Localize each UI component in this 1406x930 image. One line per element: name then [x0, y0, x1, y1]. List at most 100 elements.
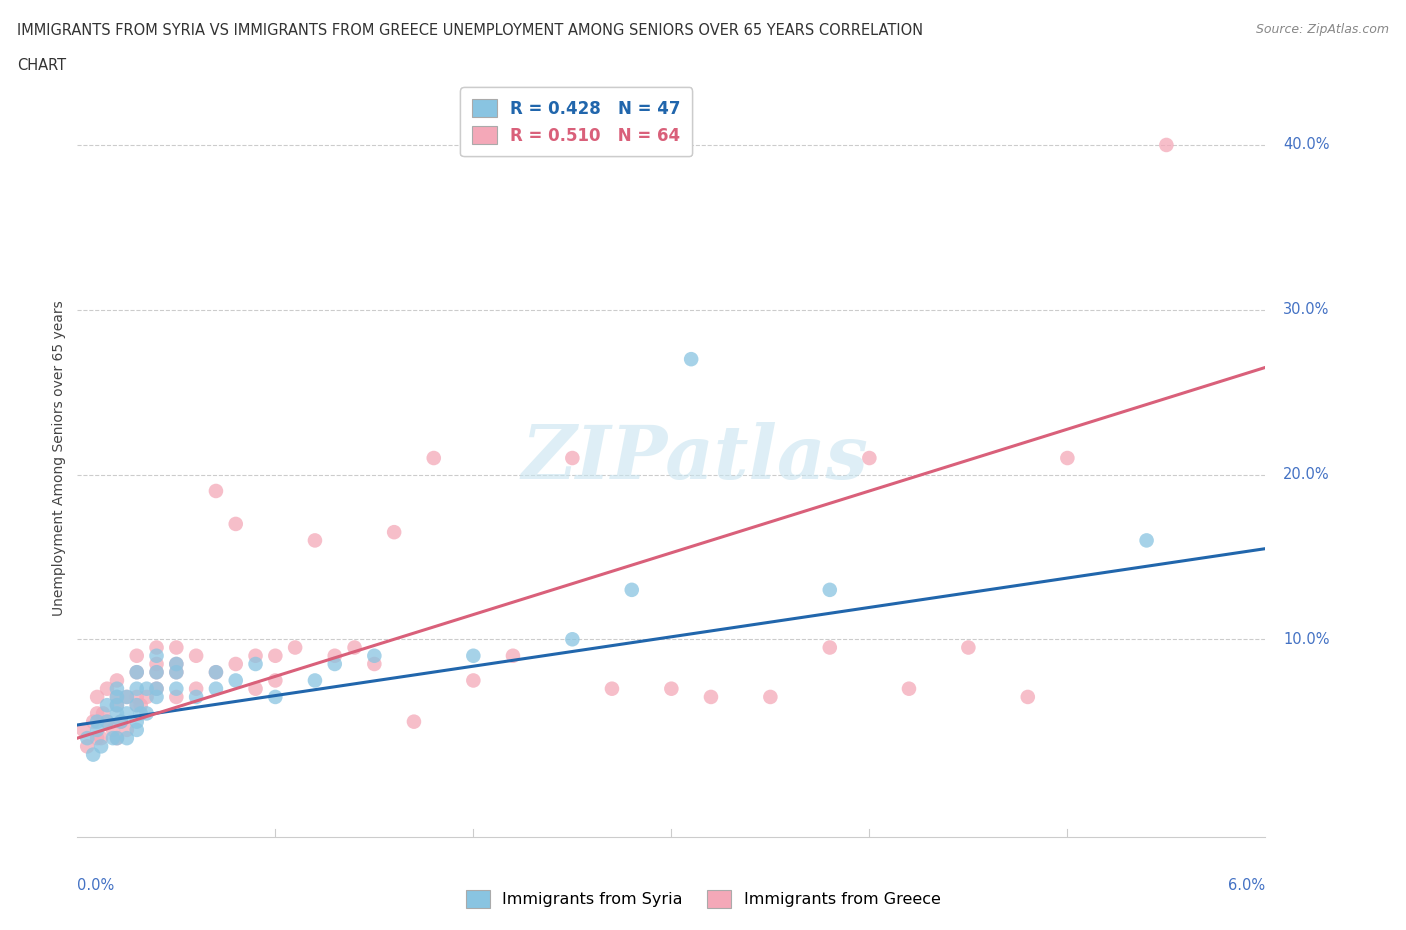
Point	[1136, 533, 1159, 548]
Point	[76, 731, 98, 746]
Point	[96, 698, 118, 712]
Point	[225, 516, 247, 531]
Point	[125, 714, 148, 729]
Text: 0.0%: 0.0%	[77, 878, 114, 893]
Text: 40.0%: 40.0%	[1284, 138, 1330, 153]
Point	[264, 648, 287, 663]
Point	[323, 648, 346, 663]
Point	[165, 665, 187, 680]
Point	[561, 631, 583, 646]
Point	[225, 673, 247, 688]
Point	[105, 689, 128, 704]
Point	[304, 673, 326, 688]
Point	[620, 582, 643, 597]
Point	[264, 673, 287, 688]
Point	[245, 682, 267, 697]
Point	[86, 689, 108, 704]
Point	[402, 714, 425, 729]
Text: ZIPatlas: ZIPatlas	[522, 422, 869, 494]
Text: 6.0%: 6.0%	[1229, 878, 1265, 893]
Point	[115, 723, 138, 737]
Point	[86, 706, 108, 721]
Point	[129, 706, 152, 721]
Point	[186, 689, 208, 704]
Text: 30.0%: 30.0%	[1284, 302, 1330, 317]
Point	[86, 723, 108, 737]
Point	[145, 648, 167, 663]
Point	[110, 714, 132, 729]
Text: IMMIGRANTS FROM SYRIA VS IMMIGRANTS FROM GREECE UNEMPLOYMENT AMONG SENIORS OVER : IMMIGRANTS FROM SYRIA VS IMMIGRANTS FROM…	[17, 23, 922, 38]
Point	[165, 689, 187, 704]
Point	[245, 648, 267, 663]
Point	[858, 451, 880, 466]
Point	[186, 648, 208, 663]
Point	[96, 714, 118, 729]
Point	[105, 689, 128, 704]
Point	[105, 698, 128, 712]
Point	[125, 665, 148, 680]
Point	[145, 665, 167, 680]
Point	[343, 640, 366, 655]
Point	[125, 682, 148, 697]
Point	[90, 731, 112, 746]
Point	[561, 451, 583, 466]
Point	[115, 706, 138, 721]
Y-axis label: Unemployment Among Seniors over 65 years: Unemployment Among Seniors over 65 years	[52, 300, 66, 616]
Point	[165, 665, 187, 680]
Point	[145, 665, 167, 680]
Point	[304, 533, 326, 548]
Point	[1017, 689, 1039, 704]
Text: 10.0%: 10.0%	[1284, 631, 1330, 646]
Point	[145, 682, 167, 697]
Point	[1156, 138, 1178, 153]
Point	[96, 714, 118, 729]
Point	[186, 682, 208, 697]
Point	[700, 689, 723, 704]
Point	[135, 689, 157, 704]
Point	[125, 665, 148, 680]
Point	[115, 689, 138, 704]
Point	[205, 665, 228, 680]
Legend: R = 0.428   N = 47, R = 0.510   N = 64: R = 0.428 N = 47, R = 0.510 N = 64	[460, 87, 692, 156]
Point	[76, 739, 98, 754]
Point	[382, 525, 405, 539]
Point	[165, 657, 187, 671]
Point	[105, 698, 128, 712]
Point	[661, 682, 683, 697]
Point	[115, 689, 138, 704]
Point	[145, 682, 167, 697]
Point	[165, 640, 187, 655]
Point	[105, 731, 128, 746]
Point	[145, 689, 167, 704]
Point	[105, 706, 128, 721]
Point	[110, 714, 132, 729]
Point	[96, 682, 118, 697]
Point	[165, 682, 187, 697]
Point	[125, 648, 148, 663]
Point	[1056, 451, 1078, 466]
Point	[82, 714, 104, 729]
Point	[463, 673, 485, 688]
Point	[205, 682, 228, 697]
Text: 20.0%: 20.0%	[1284, 467, 1330, 482]
Point	[363, 648, 385, 663]
Point	[125, 698, 148, 712]
Text: Source: ZipAtlas.com: Source: ZipAtlas.com	[1256, 23, 1389, 36]
Point	[818, 640, 841, 655]
Point	[245, 657, 267, 671]
Point	[600, 682, 623, 697]
Point	[86, 731, 108, 746]
Point	[101, 731, 124, 746]
Point	[463, 648, 485, 663]
Point	[818, 582, 841, 597]
Point	[105, 673, 128, 688]
Point	[205, 484, 228, 498]
Point	[125, 723, 148, 737]
Point	[264, 689, 287, 704]
Point	[145, 640, 167, 655]
Point	[125, 698, 148, 712]
Point	[105, 731, 128, 746]
Point	[681, 352, 703, 366]
Point	[898, 682, 921, 697]
Point	[165, 657, 187, 671]
